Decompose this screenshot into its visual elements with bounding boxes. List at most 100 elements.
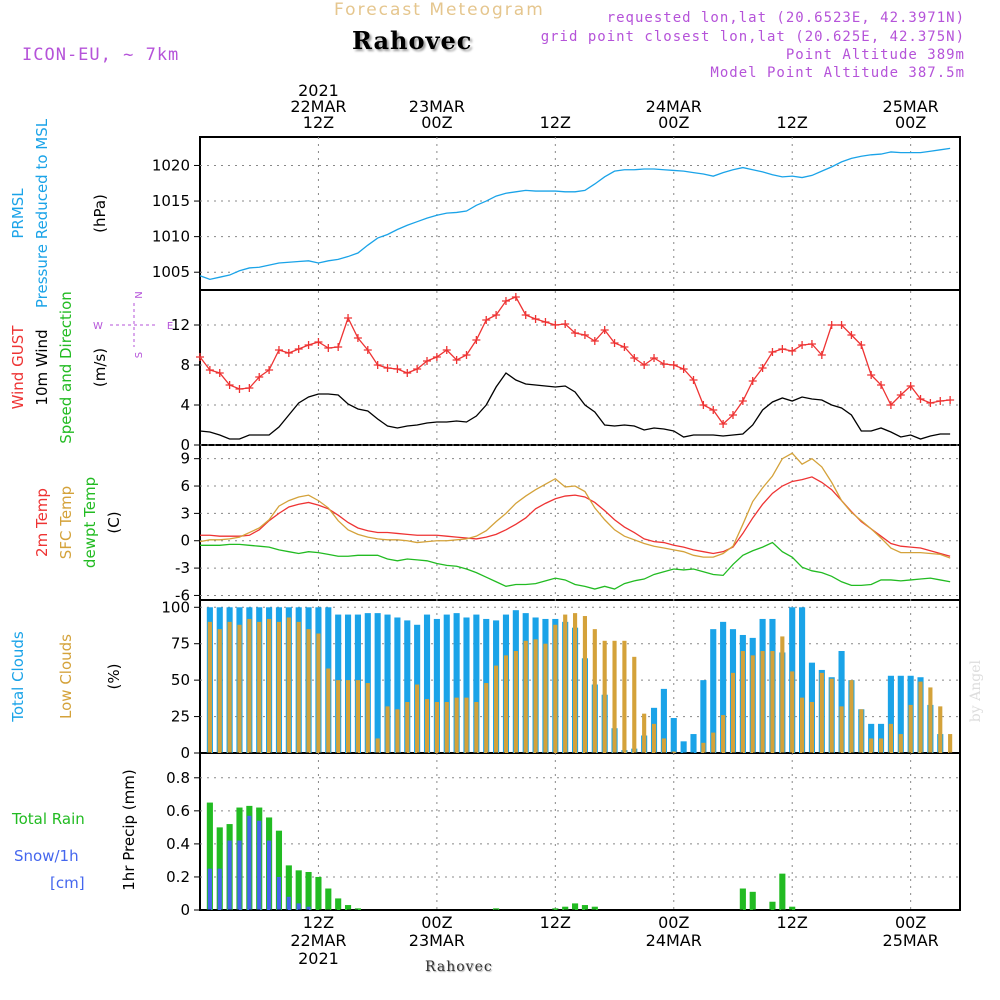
clouds-bar [423, 614, 431, 753]
precip-bar [305, 871, 312, 910]
compass-west: W [93, 321, 103, 332]
clouds-bar [533, 639, 538, 753]
clouds-bar [701, 742, 706, 753]
panel-frame-wind [199, 289, 961, 446]
clouds-bar [355, 680, 360, 753]
clouds-axis-label: (%) [105, 664, 123, 690]
clouds-bar [780, 636, 785, 753]
panel-frame-temperature [199, 444, 961, 601]
bottom-time-label: 23MAR [409, 931, 465, 950]
precip-bar [247, 815, 252, 910]
gust-marker [413, 365, 422, 373]
clouds-bar [572, 613, 578, 753]
clouds-bar [494, 665, 499, 753]
clouds-bar [839, 706, 844, 753]
clouds-bar [463, 617, 470, 753]
clouds-bar [365, 683, 370, 753]
clouds-bar [326, 668, 331, 753]
clouds-bar [286, 617, 291, 753]
clouds-bar [700, 680, 707, 753]
y-tick-label: 1020 [152, 156, 190, 174]
clouds-bar [651, 723, 657, 753]
clouds-bar [336, 680, 341, 753]
clouds-bar [869, 738, 874, 753]
top-time-label: 23MAR [409, 97, 465, 116]
clouds-bar [384, 614, 391, 753]
clouds-bar [374, 613, 381, 753]
precip-bar [285, 865, 292, 910]
gust-marker [738, 397, 747, 405]
gust-marker [541, 318, 550, 326]
bottom-time-label: 12Z [777, 913, 808, 932]
clouds-bar [849, 680, 854, 753]
precip-bar [749, 891, 756, 910]
clouds-bar [257, 621, 262, 753]
gust-marker [758, 364, 767, 372]
clouds-bar [543, 643, 548, 753]
precip-bar [591, 906, 598, 910]
clouds-bar [345, 680, 351, 753]
clouds-bar [790, 671, 795, 753]
gust-marker [551, 321, 560, 329]
y-tick-label: 6 [180, 477, 190, 495]
clouds-bar [671, 751, 676, 753]
bottom-time-label: 00Z [421, 913, 452, 932]
y-tick-label: 4 [180, 396, 190, 414]
precip-bar [275, 830, 283, 910]
gust-marker [393, 365, 402, 373]
clouds-bar [898, 734, 903, 753]
gust-marker [640, 361, 649, 369]
bottom-time-label: 25MAR [883, 931, 939, 950]
gust-marker [728, 411, 737, 419]
gust-marker [768, 348, 777, 356]
gust-marker [659, 360, 668, 368]
gust-marker [709, 406, 718, 414]
clouds-bar [760, 651, 765, 753]
clouds-bar [838, 651, 845, 753]
clouds-bar [404, 620, 411, 753]
gust-marker [936, 397, 945, 405]
temperature-axis-label: 2m Temp [33, 488, 51, 557]
gust-marker [847, 331, 856, 339]
wind-axis-label: (m/s) [91, 348, 109, 387]
precip-bar [207, 868, 212, 910]
series-line-temperature [200, 541, 951, 590]
clouds-bar [474, 702, 479, 753]
clouds-bar [750, 655, 755, 753]
gust-marker [650, 354, 659, 362]
gust-marker [304, 341, 313, 349]
gust-marker [916, 395, 925, 403]
gust-marker [225, 381, 234, 389]
point-altitude: Point Altitude 389m [785, 47, 965, 63]
gust-marker [344, 314, 353, 322]
clouds-bar [316, 633, 321, 753]
clouds-bar [859, 709, 864, 753]
chart-title: Forecast Meteogram [334, 0, 545, 20]
clouds-bar [897, 675, 904, 753]
clouds-bar [237, 624, 242, 753]
gust-marker [669, 361, 678, 369]
temperature-axis-label: dewpt Temp [81, 477, 99, 568]
clouds-axis-label: Low Clouds [57, 634, 75, 719]
pressure-axis-label: PRMSL [9, 188, 27, 239]
gust-marker [284, 349, 293, 357]
precip-bar [562, 906, 569, 910]
clouds-bar [523, 640, 528, 753]
clouds-bar [710, 629, 717, 753]
gust-marker [817, 351, 826, 359]
clouds-bar [622, 640, 627, 753]
clouds-bar [720, 621, 727, 753]
y-tick-label: 0.8 [166, 769, 190, 787]
precip-bar [354, 908, 361, 910]
precip-bar [315, 876, 322, 910]
wind-axis-label: Speed and Direction [57, 291, 75, 444]
gust-marker [245, 384, 254, 392]
clouds-bar [661, 738, 666, 753]
gust-marker [255, 373, 264, 381]
bottom-location: Rahovec [425, 959, 493, 975]
y-tick-label: 0 [180, 901, 190, 919]
clouds-bar [680, 741, 687, 753]
gust-marker [274, 346, 283, 354]
clouds-bar [829, 678, 834, 753]
